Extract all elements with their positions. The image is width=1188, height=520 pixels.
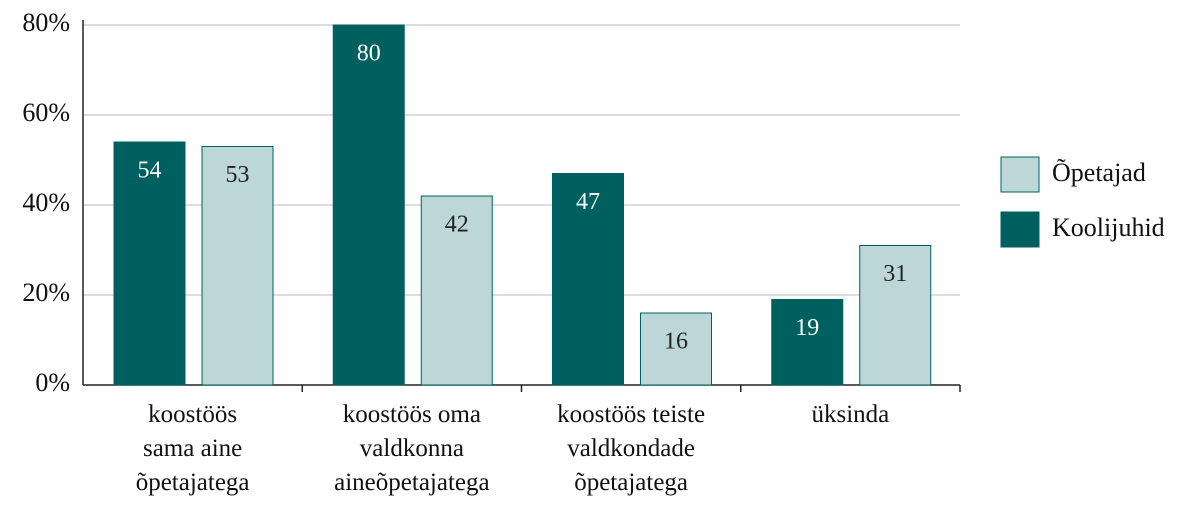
value-label: 54 — [138, 158, 162, 184]
bar — [332, 24, 405, 386]
value-label: 53 — [226, 162, 250, 188]
x-tick-label: koostöös oma valdkonna aineõpetajatega — [334, 401, 490, 496]
legend-label: Koolijuhid — [1052, 213, 1165, 242]
y-tick-label: 60% — [22, 98, 70, 127]
bar — [420, 195, 493, 386]
bar — [552, 173, 624, 386]
y-tick-label: 40% — [22, 188, 70, 217]
bar — [113, 141, 186, 386]
x-tick-label: koostöös sama aine õpetajatega — [135, 401, 250, 496]
value-label: 47 — [576, 189, 600, 215]
legend-swatch — [1000, 156, 1040, 193]
legend-label: Õpetajad — [1052, 158, 1146, 187]
y-tick-label: 0% — [35, 368, 70, 397]
x-tick-label: koostöös teiste valdkondade õpetajatega — [557, 401, 706, 496]
value-label: 16 — [664, 329, 688, 355]
value-label: 42 — [445, 212, 469, 238]
bar — [859, 245, 932, 386]
bar — [201, 146, 274, 386]
value-label: 80 — [357, 41, 381, 67]
legend-swatch — [1000, 211, 1040, 248]
x-tick-label: üksinda — [811, 401, 890, 428]
value-label: 31 — [883, 261, 907, 287]
bar — [640, 312, 712, 386]
y-tick-label: 20% — [22, 278, 70, 307]
value-label: 19 — [795, 315, 819, 341]
y-tick-label: 80% — [22, 8, 70, 37]
bar — [771, 299, 844, 386]
